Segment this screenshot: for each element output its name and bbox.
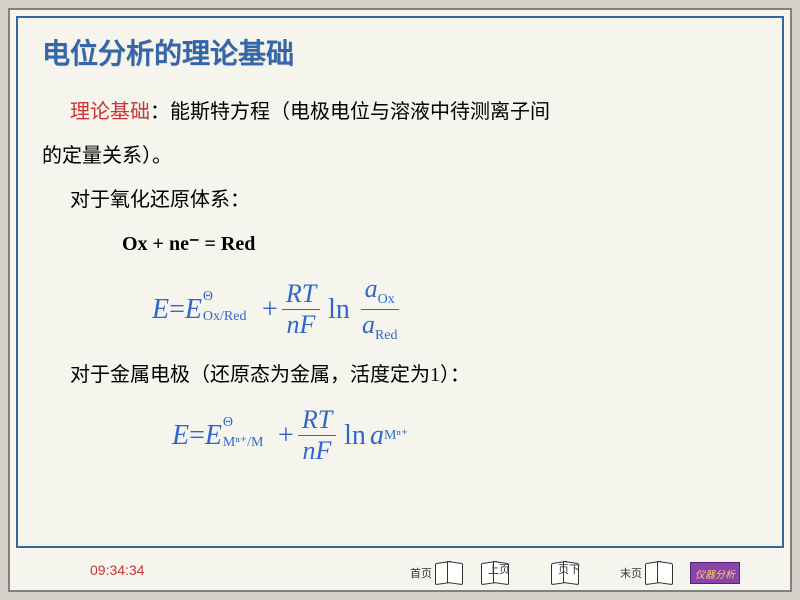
nav-next-label: 页下 (558, 561, 580, 577)
redox-intro: 对于氧化还原体系： (70, 178, 758, 222)
theory-line2: 的定量关系）。 (42, 134, 758, 178)
nav-first-button[interactable]: 首页 (410, 562, 464, 584)
eq1-plus: + (262, 296, 278, 324)
nav-prev-label: 上页 (488, 561, 510, 577)
redox-equation: Ox + ne⁻ = Red (122, 222, 758, 266)
nav-last-button[interactable]: 末页 (620, 562, 674, 584)
eq1-E0: E (185, 294, 202, 325)
body-content: 理论基础：能斯特方程（电极电位与溶液中待测离子间 的定量关系）。 对于氧化还原体… (42, 90, 758, 266)
slide-content: 电位分析的理论基础 理论基础：能斯特方程（电极电位与溶液中待测离子间 的定量关系… (16, 16, 784, 548)
eq1-ln: ln (328, 296, 350, 324)
eq1-equals: = (169, 296, 185, 324)
eq2-plus: + (278, 422, 294, 450)
nav-tool-button[interactable]: 仪器分析 (690, 562, 740, 584)
book-icon (434, 562, 464, 584)
eq2-E0-sup: Θ (223, 416, 233, 430)
nernst-equation-2: E = E Θ Mⁿ⁺/M + RT nF ln a Mⁿ⁺ (172, 407, 758, 464)
nav-last-label: 末页 (620, 565, 642, 581)
nav-next-button[interactable]: 页下 (550, 562, 604, 584)
navigation-bar: 首页 上页 页下 末页 仪器分析 (410, 562, 740, 584)
theory-label: 理论基础 (70, 101, 150, 123)
eq2-aM-sub: Mⁿ⁺ (384, 429, 408, 443)
eq2-E0-sub: Mⁿ⁺/M (223, 436, 264, 450)
theory-line1: 理论基础：能斯特方程（电极电位与溶液中待测离子间 (70, 90, 758, 134)
eq1-frac-RT-nF: RT nF (282, 281, 320, 338)
eq2-aM: a (370, 422, 384, 450)
theory-text1: ：能斯特方程（电极电位与溶液中待测离子间 (150, 101, 550, 123)
eq1-E: E (152, 296, 169, 324)
eq1-E0-sup: Θ (203, 290, 213, 304)
slide-outer-frame: 电位分析的理论基础 理论基础：能斯特方程（电极电位与溶液中待测离子间 的定量关系… (8, 8, 792, 592)
eq2-E0: E (205, 420, 222, 451)
eq1-frac-a: aOx aRed (358, 276, 402, 343)
book-icon (644, 562, 674, 584)
metal-intro: 对于金属电极（还原态为金属，活度定为1）： (70, 353, 758, 397)
eq2-ln: ln (344, 422, 366, 450)
eq2-frac-RT-nF: RT nF (298, 407, 336, 464)
nav-first-label: 首页 (410, 565, 432, 581)
nernst-equation-1: E = E Θ Ox/Red + RT nF ln aOx aRed (152, 276, 758, 343)
eq1-E0-sub: Ox/Red (203, 310, 247, 324)
eq2-E: E (172, 422, 189, 450)
nav-prev-button[interactable]: 上页 (480, 562, 534, 584)
timestamp: 09:34:34 (90, 562, 145, 578)
slide-title: 电位分析的理论基础 (42, 32, 758, 72)
eq2-equals: = (189, 422, 205, 450)
